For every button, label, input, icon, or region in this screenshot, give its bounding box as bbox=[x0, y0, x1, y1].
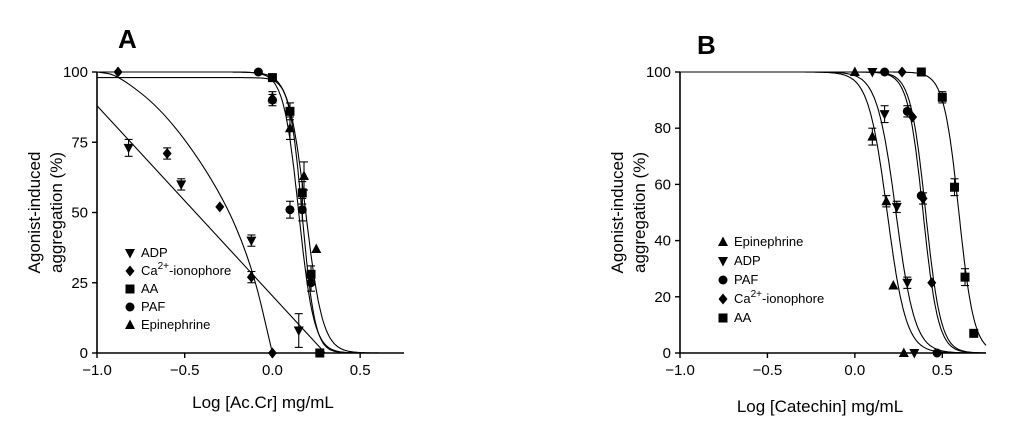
fit-curve bbox=[96, 71, 273, 354]
legend-label: AA bbox=[141, 281, 159, 296]
panel-letter: B bbox=[697, 30, 716, 60]
data-point bbox=[297, 205, 307, 215]
data-point bbox=[937, 92, 947, 102]
data-point bbox=[285, 205, 295, 215]
y-tick-label: 80 bbox=[654, 120, 671, 137]
data-point bbox=[881, 195, 892, 206]
legend-label: ADP bbox=[141, 245, 168, 260]
data-point bbox=[960, 272, 970, 282]
legend-label: Ca2+-ionophore bbox=[141, 261, 231, 278]
y-tick-label: 100 bbox=[646, 64, 671, 81]
data-point bbox=[123, 143, 134, 154]
data-point bbox=[215, 201, 225, 213]
data-point bbox=[306, 278, 316, 288]
y-tick-label: 60 bbox=[654, 176, 671, 193]
data-point bbox=[299, 170, 310, 180]
legend-marker bbox=[718, 257, 728, 267]
data-point bbox=[267, 347, 277, 359]
data-point bbox=[315, 348, 325, 358]
data-point bbox=[267, 91, 278, 102]
data-point bbox=[898, 347, 909, 357]
data-point bbox=[297, 188, 307, 198]
data-point bbox=[253, 67, 263, 77]
legend-marker bbox=[718, 293, 728, 305]
legend-label: PAF bbox=[141, 299, 165, 314]
data-point bbox=[284, 122, 295, 133]
x-tick-label: 0.0 bbox=[262, 362, 283, 379]
fit-curve bbox=[680, 71, 986, 354]
data-point bbox=[311, 243, 322, 254]
fit-curve bbox=[680, 71, 986, 354]
x-tick-label: −1.0 bbox=[82, 362, 112, 379]
y-tick-label: 40 bbox=[654, 233, 671, 250]
legend-label: Ca2+-ionophore bbox=[734, 289, 824, 306]
data-point bbox=[879, 110, 890, 120]
y-tick-label: 75 bbox=[71, 134, 88, 151]
data-point bbox=[176, 180, 187, 190]
data-point bbox=[293, 326, 304, 337]
x-tick-label: 0.5 bbox=[350, 362, 371, 379]
data-point bbox=[162, 147, 172, 159]
y-axis-title: Agonist-induced bbox=[608, 152, 627, 274]
y-tick-label: 25 bbox=[71, 275, 88, 292]
panel-letter: A bbox=[118, 24, 137, 54]
y-axis-title: aggregation (%) bbox=[47, 152, 66, 273]
data-point bbox=[867, 131, 878, 141]
x-tick-label: −0.5 bbox=[170, 362, 200, 379]
panel-a: A −1.0 −0.5 0.0 0.5 0 25 50 75 100 Log [Ac.Cr] mg/… bbox=[25, 24, 404, 412]
legend-label: AA bbox=[734, 310, 752, 325]
data-point bbox=[902, 106, 912, 116]
x-axis-title: Log [Catechin] mg/mL bbox=[737, 397, 903, 416]
legend-marker bbox=[718, 313, 728, 323]
y-axis-title: aggregation (%) bbox=[630, 152, 649, 273]
x-tick-label: 0.0 bbox=[844, 362, 865, 379]
data-point bbox=[902, 278, 913, 289]
fit-curve bbox=[680, 71, 987, 346]
data-point bbox=[969, 328, 979, 338]
y-tick-label: 20 bbox=[654, 289, 671, 306]
panel-b: B −1.0 −0.5 0.0 0.5 0 20 40 60 80 100 Log [Catechin… bbox=[608, 30, 987, 416]
fit-curve bbox=[680, 71, 986, 354]
data-point bbox=[891, 202, 902, 213]
fit-curve bbox=[96, 105, 326, 354]
legend-label: Epinephrine bbox=[141, 317, 210, 332]
x-tick-label: 0.5 bbox=[932, 362, 953, 379]
data-point bbox=[908, 111, 918, 123]
legend-marker bbox=[125, 249, 135, 259]
x-tick-label: −0.5 bbox=[753, 362, 783, 379]
y-tick-label: 0 bbox=[80, 345, 88, 362]
legend-marker bbox=[125, 284, 135, 294]
data-point bbox=[916, 67, 926, 77]
legend-marker bbox=[125, 319, 135, 329]
data-point bbox=[927, 277, 937, 289]
legend-marker bbox=[718, 236, 728, 246]
x-tick-label: −1.0 bbox=[665, 362, 695, 379]
legend-marker bbox=[125, 302, 135, 312]
data-point bbox=[888, 280, 899, 290]
x-axis-title: Log [Ac.Cr] mg/mL bbox=[192, 393, 334, 412]
data-point bbox=[918, 192, 928, 204]
y-tick-label: 50 bbox=[71, 205, 88, 222]
fit-curve bbox=[97, 71, 404, 354]
fit-curve bbox=[680, 71, 986, 354]
data-point bbox=[246, 271, 256, 283]
y-tick-label: 0 bbox=[663, 345, 671, 362]
legend-label: PAF bbox=[734, 272, 758, 287]
y-tick-label: 100 bbox=[63, 64, 88, 81]
data-point bbox=[909, 349, 920, 359]
legend-marker bbox=[125, 265, 135, 277]
data-point bbox=[246, 236, 257, 247]
data-point bbox=[932, 348, 942, 358]
data-point bbox=[849, 66, 860, 76]
data-point bbox=[950, 182, 960, 192]
legend-label: ADP bbox=[734, 253, 761, 268]
y-axis-title: Agonist-induced bbox=[25, 152, 44, 274]
legend-marker bbox=[718, 275, 728, 285]
legend-label: Epinephrine bbox=[734, 234, 803, 249]
